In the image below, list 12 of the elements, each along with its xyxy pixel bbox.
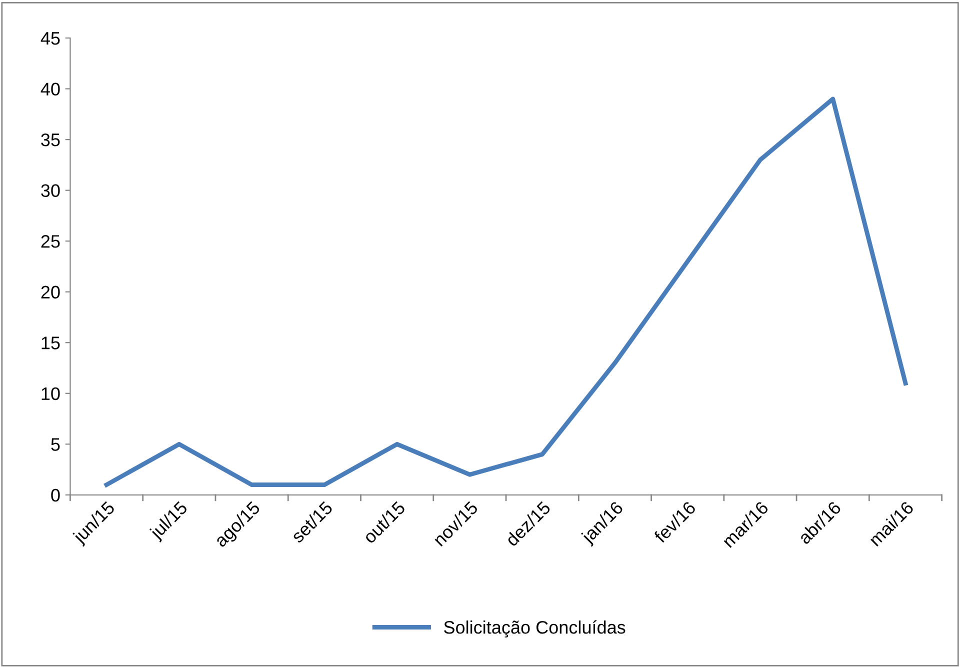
y-tick-label: 5 bbox=[51, 438, 60, 451]
line-series bbox=[104, 96, 908, 487]
y-tick-label: 40 bbox=[40, 82, 60, 96]
y-tick-label: 20 bbox=[41, 286, 60, 299]
y-tick-label: 0 bbox=[51, 488, 60, 502]
y-tick-label: 25 bbox=[41, 235, 60, 248]
y-tick-label: 30 bbox=[41, 184, 60, 198]
y-tick-label: 10 bbox=[42, 387, 60, 400]
y-tick-label: 35 bbox=[41, 133, 60, 146]
y-tick-label: 15 bbox=[42, 336, 60, 350]
y-tick-label: 45 bbox=[40, 32, 60, 45]
legend-label: Solicitação Concluídas bbox=[444, 620, 626, 638]
